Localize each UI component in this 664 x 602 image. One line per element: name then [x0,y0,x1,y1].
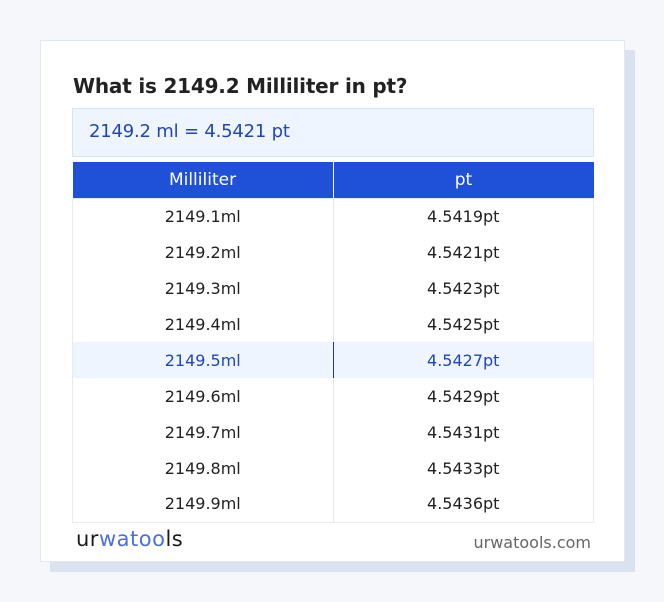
table-row: 2149.8ml 4.5433pt [72,450,594,486]
pt-cell: 4.5419pt [427,206,500,226]
logo-part: ur [76,527,99,551]
pt-cell: 4.5427pt [333,342,594,378]
conversion-result: 2149.2 ml = 4.5421 pt [72,108,594,157]
pt-cell: 4.5423pt [427,278,500,298]
milliliter-cell: 2149.6ml [72,378,334,414]
table-row: 2149.5ml 4.5427pt [72,342,594,378]
urwatools-logo[interactable]: urwatools [76,527,183,551]
milliliter-cell: 2149.8ml [72,450,334,486]
table-row: 2149.7ml 4.5431pt [72,414,594,450]
table-row: 2149.6ml 4.5429pt [72,378,594,414]
logo-part: too [130,527,166,551]
logo-part: ls [165,527,184,551]
page-title: What is 2149.2 Milliliter in pt? [73,74,408,98]
logo-part: wa [98,527,130,551]
milliliter-cell: 2149.3ml [72,270,334,306]
table-row: 2149.2ml 4.5421pt [72,234,594,270]
converter-card: What is 2149.2 Milliliter in pt? 2149.2 … [40,40,625,562]
table-row: 2149.1ml 4.5419pt [72,198,594,234]
pt-cell: 4.5431pt [427,422,500,442]
milliliter-cell: 2149.5ml [72,342,334,378]
table-row: 2149.3ml 4.5423pt [72,270,594,306]
pt-cell: 4.5425pt [427,314,500,334]
milliliter-cell: 2149.2ml [72,234,334,270]
milliliter-cell: 2149.9ml [72,486,334,522]
milliliter-cell: 2149.4ml [72,306,334,342]
conversion-table: Milliliter pt 2149.1ml 4.5419pt 2149.2ml 4.… [72,162,594,523]
pt-cell: 4.5429pt [427,386,500,406]
pt-cell: 4.5433pt [427,458,500,478]
column-header-pt: pt [333,162,594,198]
milliliter-cell: 2149.7ml [72,414,334,450]
milliliter-cell: 2149.1ml [72,198,334,234]
pt-cell: 4.5421pt [427,242,500,262]
pt-cell: 4.5436pt [427,494,500,514]
table-row: 2149.9ml 4.5436pt [72,486,594,522]
site-url[interactable]: urwatools.com [473,533,592,552]
column-header-milliliter: Milliliter [72,162,334,198]
table-row: 2149.4ml 4.5425pt [72,306,594,342]
